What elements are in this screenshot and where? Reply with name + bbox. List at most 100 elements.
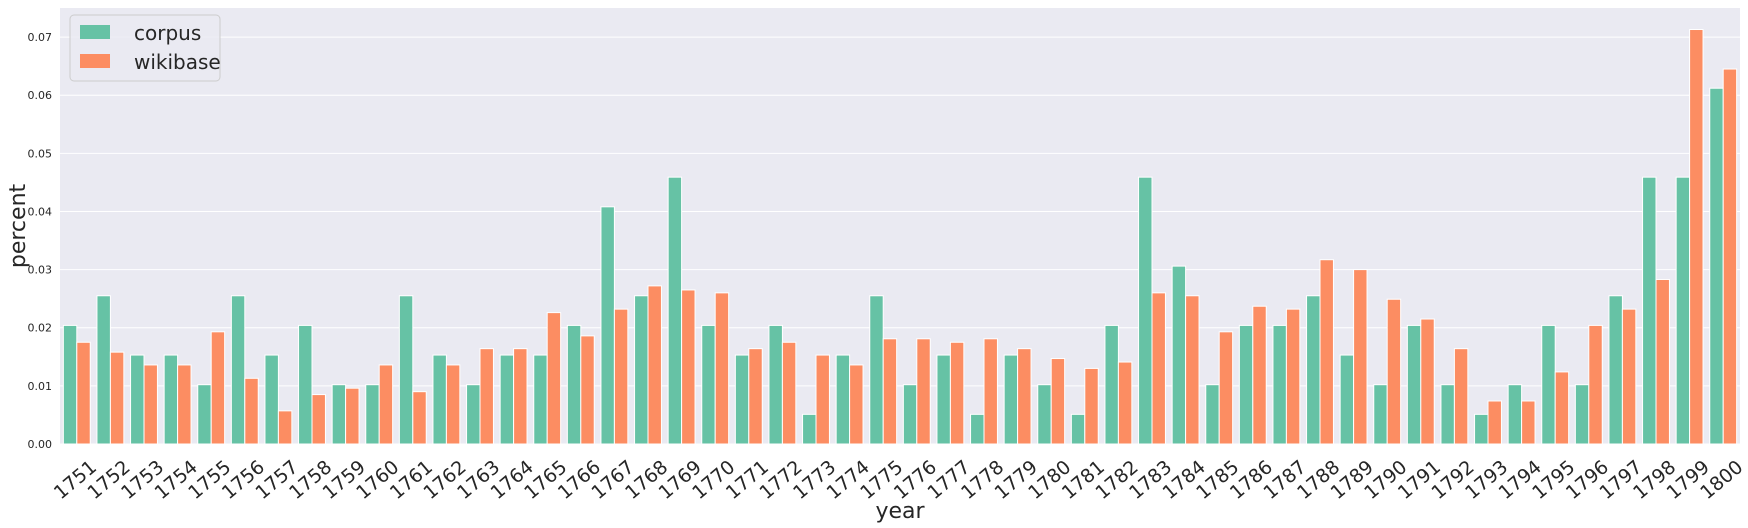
bar-corpus-1784 [1171, 265, 1187, 445]
y-tick-label: 0.00 [28, 438, 53, 451]
bar-corpus-1796 [1574, 384, 1590, 445]
bar-corpus-1755 [197, 384, 212, 445]
bar-wikibase-1796 [1588, 324, 1603, 445]
bar-corpus-1781 [1070, 413, 1086, 445]
bar-wikibase-1793 [1487, 400, 1502, 445]
bar-corpus-1783 [1138, 176, 1153, 445]
bar-corpus-1753 [130, 354, 145, 445]
bars-group [62, 29, 1738, 445]
bar-corpus-1797 [1608, 295, 1623, 445]
bar-wikibase-1757 [277, 410, 293, 445]
bar-wikibase-1773 [815, 354, 830, 445]
x-tick-labels: 1751175217531754175517561757175817591760… [50, 456, 1748, 504]
bar-corpus-1788 [1306, 295, 1321, 445]
bar-wikibase-1772 [781, 341, 797, 445]
bar-wikibase-1792 [1453, 348, 1469, 445]
bar-wikibase-1766 [580, 335, 595, 445]
legend-swatch-corpus [80, 25, 110, 39]
bar-corpus-1795 [1541, 324, 1556, 445]
bar-corpus-1791 [1406, 324, 1422, 445]
bar-wikibase-1764 [513, 348, 528, 445]
bar-corpus-1773 [802, 413, 817, 445]
bar-wikibase-1768 [647, 285, 662, 445]
y-tick-label: 0.01 [28, 380, 53, 393]
bar-wikibase-1762 [445, 364, 461, 445]
bar-wikibase-1784 [1185, 295, 1200, 445]
bar-wikibase-1786 [1252, 305, 1267, 445]
bar-corpus-1800 [1709, 87, 1724, 445]
bar-corpus-1754 [163, 354, 179, 445]
bar-corpus-1776 [902, 384, 918, 445]
bar-wikibase-1775 [882, 338, 898, 445]
bar-wikibase-1781 [1084, 367, 1099, 445]
bar-corpus-1794 [1507, 384, 1523, 445]
legend-swatch-wikibase [80, 54, 110, 68]
y-tick-label: 0.07 [28, 31, 53, 44]
bar-corpus-1759 [331, 384, 347, 445]
bar-wikibase-1769 [681, 289, 696, 445]
bar-wikibase-1790 [1386, 298, 1402, 445]
bar-wikibase-1785 [1218, 331, 1234, 445]
bar-wikibase-1783 [1151, 292, 1166, 445]
legend-label-corpus: corpus [134, 21, 201, 45]
bar-corpus-1778 [970, 413, 985, 445]
bar-wikibase-1758 [311, 394, 326, 445]
bar-corpus-1751 [62, 324, 78, 445]
bar-corpus-1768 [634, 295, 649, 445]
bar-corpus-1765 [533, 354, 548, 445]
bar-wikibase-1752 [109, 351, 125, 445]
y-tick-label: 0.06 [28, 89, 53, 102]
bar-corpus-1785 [1205, 384, 1220, 445]
bar-corpus-1756 [230, 295, 246, 445]
bar-corpus-1787 [1272, 324, 1287, 445]
bar-corpus-1752 [96, 295, 111, 445]
bar-wikibase-1797 [1621, 308, 1637, 445]
bar-wikibase-1779 [1017, 348, 1032, 445]
bar-corpus-1786 [1238, 324, 1254, 445]
bar-wikibase-1767 [613, 308, 629, 445]
bar-wikibase-1791 [1420, 318, 1435, 445]
bar-wikibase-1798 [1655, 278, 1670, 445]
bar-corpus-1770 [701, 324, 716, 445]
y-tick-label: 0.05 [28, 147, 53, 160]
bar-corpus-1775 [869, 295, 884, 445]
y-tick-label: 0.04 [28, 205, 53, 218]
bar-wikibase-1789 [1353, 269, 1368, 445]
bar-corpus-1789 [1339, 354, 1355, 445]
legend: corpus wikibase [69, 14, 221, 82]
bar-wikibase-1794 [1521, 400, 1536, 445]
bar-wikibase-1760 [378, 364, 394, 445]
bar-corpus-1766 [566, 324, 582, 445]
bar-corpus-1792 [1440, 384, 1455, 445]
bar-corpus-1769 [667, 176, 683, 445]
bar-corpus-1780 [1037, 384, 1052, 445]
bar-wikibase-1763 [479, 348, 494, 445]
bar-wikibase-1759 [345, 387, 360, 445]
bar-corpus-1763 [466, 384, 481, 445]
legend-label-wikibase: wikibase [134, 50, 221, 74]
bar-wikibase-1800 [1722, 68, 1738, 445]
bar-corpus-1779 [1003, 354, 1019, 445]
bar-corpus-1762 [432, 354, 447, 445]
bar-corpus-1782 [1104, 324, 1119, 445]
bar-corpus-1761 [398, 295, 414, 445]
bar-corpus-1757 [264, 354, 279, 445]
x-axis-label: year [875, 499, 925, 524]
bar-wikibase-1778 [983, 338, 998, 445]
bar-wikibase-1799 [1689, 29, 1704, 445]
bar-wikibase-1771 [748, 348, 763, 445]
bar-wikibase-1774 [849, 364, 864, 445]
bar-corpus-1767 [600, 206, 615, 445]
bar-corpus-1771 [734, 354, 750, 445]
bar-wikibase-1788 [1319, 259, 1334, 445]
bar-wikibase-1755 [210, 331, 226, 445]
y-tick-labels: 0.00 0.01 0.02 0.03 0.04 0.05 0.06 0.07 [28, 31, 53, 451]
bar-corpus-1764 [499, 354, 515, 445]
bar-wikibase-1761 [412, 391, 427, 445]
bar-wikibase-1782 [1117, 361, 1133, 445]
bar-wikibase-1787 [1285, 308, 1301, 445]
bar-wikibase-1776 [916, 338, 931, 445]
y-axis-label: percent [6, 183, 31, 268]
bar-corpus-1790 [1373, 384, 1388, 445]
